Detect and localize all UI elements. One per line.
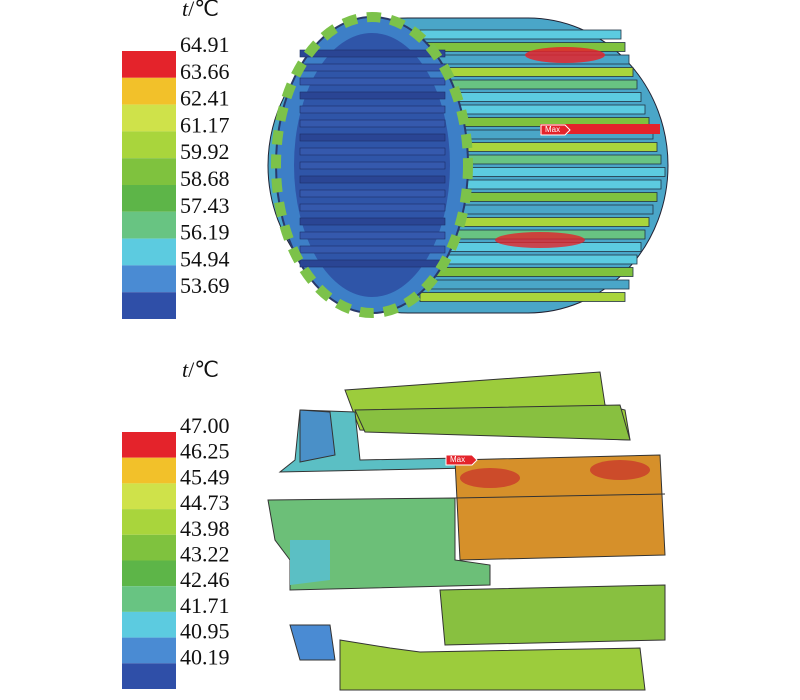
legend-swatch — [122, 131, 176, 159]
legend-symbol: t — [182, 0, 189, 21]
inner-slat — [299, 147, 446, 156]
legend-label: 56.19 — [180, 220, 230, 245]
legend-title: t/℃ — [182, 357, 219, 382]
legend-label: 57.43 — [180, 193, 230, 218]
legend-label: 42.46 — [180, 567, 230, 592]
inner-slat — [299, 217, 446, 226]
inner-slat — [299, 189, 446, 198]
legend-label: 62.41 — [180, 86, 230, 111]
legend-label: 41.71 — [180, 593, 230, 618]
legend-swatch — [122, 586, 176, 612]
inner-slat — [299, 161, 446, 170]
legend-swatch — [122, 637, 176, 664]
slat — [419, 292, 626, 302]
legend-label: 40.95 — [180, 619, 230, 644]
legend-label: 44.73 — [180, 490, 230, 515]
legend-swatch — [122, 534, 176, 561]
legend-swatch — [122, 432, 176, 458]
inner-slat — [299, 175, 446, 184]
legend-symbol: t — [182, 357, 189, 382]
inner-slat — [299, 49, 446, 58]
legend-swatch — [122, 509, 176, 535]
legend-swatch — [122, 560, 176, 587]
inner-slat — [299, 231, 446, 240]
legend-label: 54.94 — [180, 246, 230, 271]
inner-slat — [299, 133, 446, 142]
legend-swatch — [122, 51, 176, 78]
max-marker: Max — [545, 125, 560, 134]
legend-swatch — [122, 104, 176, 132]
legend-label: 59.92 — [180, 139, 230, 164]
inner-slat — [299, 245, 446, 254]
legend-label: 58.68 — [180, 166, 230, 191]
slat — [419, 254, 638, 265]
legend-swatch — [122, 158, 176, 185]
slat — [419, 267, 634, 277]
inner-slat — [299, 259, 446, 268]
legend-swatch — [122, 483, 176, 510]
inner-slat — [299, 91, 446, 100]
max-marker: Max — [450, 455, 465, 464]
legend-swatch — [122, 663, 176, 689]
legend-swatch — [122, 185, 176, 212]
inner-slat — [299, 119, 446, 128]
inner-slat — [299, 203, 446, 212]
legends: t/℃64.9163.6662.4161.1759.9258.6857.4356… — [122, 0, 230, 689]
legend-label: 43.98 — [180, 516, 230, 541]
legend-label: 47.00 — [180, 413, 230, 438]
inner-slat — [299, 105, 446, 114]
stator-model: Max — [267, 12, 669, 318]
slat — [419, 279, 630, 290]
legend-swatch — [122, 611, 176, 638]
legend-title: t/℃ — [182, 0, 219, 21]
legend-swatch — [122, 238, 176, 266]
legend-label: 63.66 — [180, 59, 230, 84]
legend-unit: /℃ — [188, 357, 219, 382]
legend-label: 46.25 — [180, 439, 230, 464]
inner-slat — [299, 63, 446, 72]
legend-unit: /℃ — [188, 0, 219, 21]
legend-label: 61.17 — [180, 112, 230, 137]
slat — [419, 29, 622, 40]
legend-label: 43.22 — [180, 542, 230, 567]
legend-swatch — [122, 77, 176, 105]
legend-label: 45.49 — [180, 464, 230, 489]
legend-swatch — [122, 457, 176, 484]
legend-label: 40.19 — [180, 644, 230, 669]
legend-swatch — [122, 292, 176, 319]
inner-slat — [299, 77, 446, 86]
segment-model: Max — [267, 371, 666, 691]
legend-swatch — [122, 265, 176, 293]
legend-label: 53.69 — [180, 273, 230, 298]
legend-label: 64.91 — [180, 32, 230, 57]
legend-swatch — [122, 211, 176, 239]
